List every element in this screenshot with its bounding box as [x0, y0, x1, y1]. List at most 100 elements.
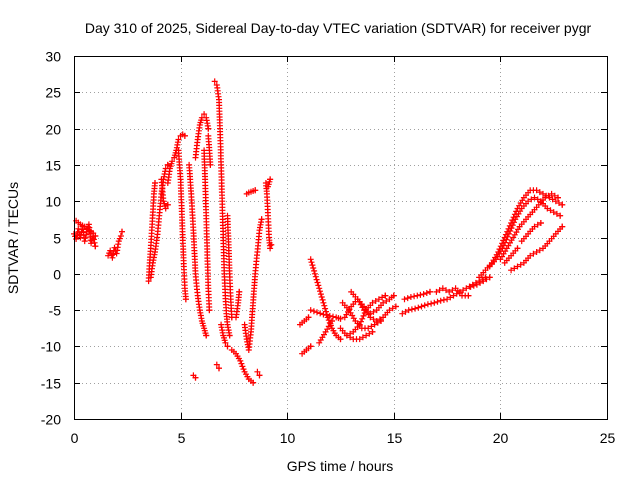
data-point	[401, 296, 408, 303]
data-point	[226, 332, 233, 339]
data-point	[417, 291, 424, 298]
data-point	[511, 265, 518, 272]
data-point	[439, 285, 446, 292]
data-point	[206, 307, 213, 314]
y-tick-label: 25	[45, 85, 61, 101]
data-point	[480, 278, 487, 285]
data-point	[412, 305, 419, 312]
data-point	[315, 282, 322, 289]
data-point	[549, 196, 556, 203]
data-point	[267, 176, 274, 183]
data-point	[508, 225, 515, 232]
data-point	[363, 332, 370, 339]
data-point	[428, 300, 435, 307]
data-point	[152, 180, 158, 186]
data-point	[531, 194, 538, 201]
data-point	[534, 196, 541, 203]
data-point	[320, 299, 327, 306]
data-point	[258, 216, 265, 223]
data-point	[552, 198, 559, 205]
data-point	[537, 220, 544, 226]
data-point	[467, 283, 474, 290]
data-point	[109, 254, 116, 261]
y-tick-label: -10	[41, 339, 61, 355]
data-point	[356, 336, 363, 343]
data-point	[531, 223, 538, 230]
data-point	[169, 158, 176, 165]
data-point	[440, 296, 447, 303]
data-point	[358, 318, 364, 325]
data-point	[252, 187, 259, 194]
data-point	[446, 288, 453, 295]
data-point	[540, 190, 546, 197]
axis-ticks	[74, 56, 608, 420]
data-point	[370, 316, 377, 323]
x-tick-label: 10	[280, 430, 296, 446]
data-points	[71, 78, 566, 386]
data-point	[162, 205, 169, 212]
data-point	[322, 305, 329, 312]
data-point	[431, 299, 438, 306]
data-point	[337, 336, 344, 343]
data-point	[307, 256, 314, 263]
y-tick-label: 10	[45, 194, 61, 210]
data-point	[314, 309, 320, 316]
data-point	[369, 299, 376, 306]
data-point	[250, 379, 257, 386]
data-point	[213, 361, 220, 368]
data-point	[550, 209, 557, 216]
data-point	[359, 334, 366, 341]
data-point	[371, 321, 378, 328]
data-point	[447, 294, 454, 301]
data-point	[308, 259, 315, 266]
data-point	[408, 306, 415, 313]
data-point	[326, 312, 333, 319]
data-point	[254, 368, 261, 375]
data-point	[268, 241, 275, 248]
data-point	[473, 281, 480, 288]
data-point	[313, 276, 320, 283]
data-point	[418, 303, 425, 310]
data-point	[192, 374, 199, 381]
data-point	[238, 360, 245, 367]
data-point	[110, 251, 117, 258]
x-axis-label: GPS time / hours	[287, 458, 394, 474]
data-point	[164, 201, 171, 208]
data-point	[317, 310, 324, 317]
data-point	[181, 132, 188, 139]
data-point	[559, 223, 566, 230]
data-point	[222, 339, 229, 346]
data-point	[382, 292, 389, 299]
data-point	[236, 288, 243, 295]
data-point	[477, 279, 484, 286]
data-point	[201, 111, 208, 118]
data-point	[330, 313, 336, 320]
chart-title: Day 310 of 2025, Sidereal Day-to-day VTE…	[85, 20, 592, 36]
data-point	[323, 312, 330, 319]
data-point	[370, 308, 377, 315]
data-point	[359, 315, 366, 322]
data-point	[117, 233, 124, 239]
data-point	[205, 125, 212, 132]
y-axis-label: SDTVAR / TECUs	[5, 182, 21, 294]
data-point	[533, 187, 540, 194]
data-point	[372, 298, 379, 304]
data-point	[378, 318, 384, 324]
data-point	[317, 291, 324, 298]
data-point	[450, 292, 457, 299]
x-tick-label: 0	[71, 430, 79, 446]
y-tick-label: 30	[45, 49, 61, 65]
data-point	[548, 190, 555, 197]
data-point	[312, 273, 319, 280]
data-point	[175, 136, 182, 143]
data-point	[527, 252, 534, 259]
data-point	[509, 222, 516, 229]
data-point	[553, 210, 560, 217]
data-point	[375, 296, 382, 303]
data-point	[311, 270, 318, 277]
data-point	[309, 262, 316, 269]
data-point	[434, 298, 441, 305]
data-point	[463, 285, 470, 292]
data-point	[555, 194, 561, 201]
data-point	[368, 323, 375, 330]
